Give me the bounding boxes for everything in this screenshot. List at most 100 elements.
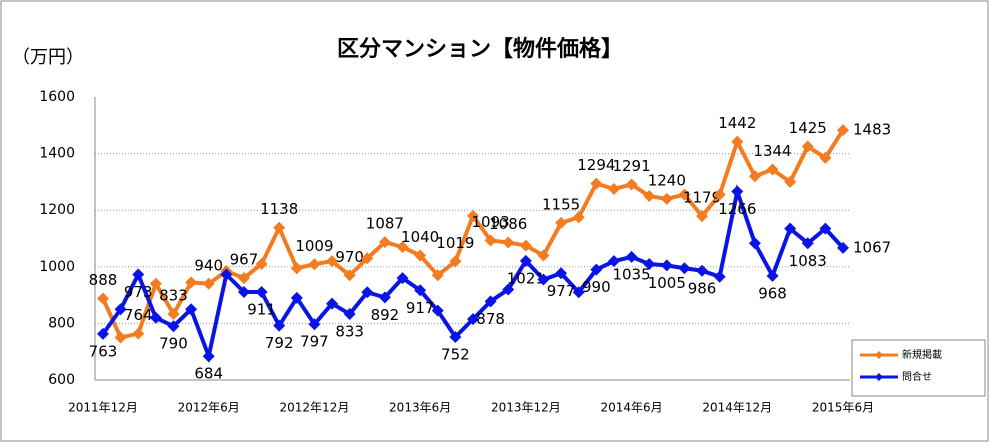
point [713,270,726,283]
point [449,330,462,343]
point [784,175,797,188]
point [625,178,638,191]
point [819,222,832,235]
data-label: 1021 [507,269,545,287]
point [361,286,374,299]
data-label: 1019 [436,234,474,252]
point [519,239,532,252]
data-label: 967 [230,251,259,269]
point [784,222,797,235]
point [660,192,673,205]
point [819,151,832,164]
data-label: 752 [441,345,470,363]
x-tick-label: 2013年6月 [389,401,451,415]
point [220,268,233,281]
data-label: 888 [89,271,118,289]
legend-label: 新規掲載 [902,348,942,361]
point [555,216,568,229]
point [467,313,479,326]
data-label: 1294 [577,156,615,174]
point [748,237,761,250]
point [114,331,127,344]
data-label: 1425 [789,119,827,137]
point [731,135,744,148]
data-label: 1155 [542,195,580,213]
data-label: 911 [247,300,276,318]
y-tick-label: 1400 [39,146,75,162]
point [502,236,515,249]
point [837,241,849,254]
y-tick-label: 600 [48,372,75,388]
point [326,255,339,268]
point [97,292,109,305]
point [660,259,673,272]
data-label: 792 [265,334,294,352]
point [167,320,180,333]
point [467,209,479,222]
point [326,297,339,310]
point [378,236,391,249]
point [801,237,814,250]
point [837,124,849,137]
point [678,262,691,275]
point [202,350,215,363]
x-tick-label: 2011年12月 [68,401,138,415]
point [766,163,779,176]
point [185,276,198,289]
data-label: 1040 [401,228,439,246]
data-label: 1086 [489,215,527,233]
data-label: 917 [406,299,435,317]
data-label: 1138 [260,200,298,218]
point [590,177,603,190]
point [766,269,779,282]
data-label: 684 [194,365,223,383]
data-label: 970 [335,248,364,266]
data-label: 1266 [718,200,756,218]
data-label: 797 [300,333,329,351]
point [202,277,215,290]
x-tick-label: 2012年12月 [280,401,350,415]
point [555,267,568,280]
point [801,140,814,153]
data-label: 1179 [683,189,721,207]
data-label: 878 [476,310,505,328]
point [396,240,409,253]
legend-marker [875,373,883,381]
point [132,327,145,340]
y-tick-label: 1000 [39,259,75,275]
point [273,221,286,234]
point [414,249,427,262]
data-label: 1093 [472,213,510,231]
y-tick-label: 800 [48,315,75,331]
point [643,190,656,203]
chart-title: 区分マンション【物件価格】 [337,36,623,62]
point [255,257,268,270]
point [308,318,321,331]
data-label: 790 [159,335,188,353]
data-label: 1442 [718,114,756,132]
point [255,285,268,298]
x-tick-label: 2014年12月 [702,401,772,415]
x-tick-label: 2015年6月 [812,401,874,415]
data-label: 973 [124,283,153,301]
data-label: 1483 [853,121,891,139]
point [537,273,550,286]
data-label: 1035 [612,265,650,283]
point [185,303,198,316]
point [290,262,303,275]
point [678,188,691,201]
data-label: 986 [688,279,717,297]
legend [851,339,986,397]
point [237,285,250,298]
point [237,272,250,285]
point [607,255,620,268]
data-label: 764 [124,306,153,324]
point [572,211,585,224]
y-axis-label: （万円） [12,47,84,68]
point [361,252,374,265]
data-label: 968 [758,284,787,302]
point [449,255,462,268]
data-label: 1009 [295,237,333,255]
point [167,308,180,321]
point [132,268,145,281]
